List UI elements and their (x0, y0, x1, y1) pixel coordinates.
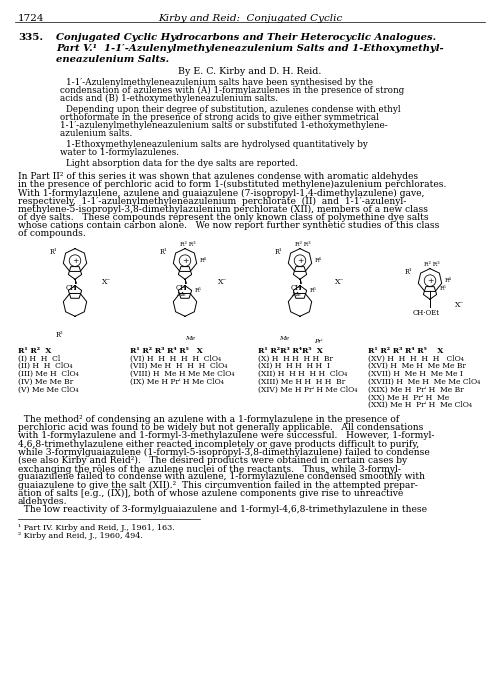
Text: Kirby and Reid:  Conjugated Cyclic: Kirby and Reid: Conjugated Cyclic (158, 14, 342, 23)
Text: ² Kirby and Reid, J., 1960, 494.: ² Kirby and Reid, J., 1960, 494. (18, 532, 143, 540)
Text: (XXI) Me H  Prⁱ H  Me ClO₄: (XXI) Me H Prⁱ H Me ClO₄ (368, 401, 472, 409)
Text: (X) H  H H  H H  Br: (X) H H H H H Br (258, 354, 333, 363)
Text: Light absorption data for the dye salts are reported.: Light absorption data for the dye salts … (66, 159, 298, 168)
Text: azulenium salts.: azulenium salts. (60, 129, 132, 138)
Text: perchloric acid was found to be widely but not generally applicable.   All conde: perchloric acid was found to be widely b… (18, 423, 424, 433)
Text: Me: Me (185, 336, 195, 341)
Text: (XVI) H  Me H  Me Me Br: (XVI) H Me H Me Me Br (368, 362, 466, 370)
Text: respectively,  1-1′-azulenylmethyleneazulenium  perchlorate  (II)  and  1-1′-azu: respectively, 1-1′-azulenylmethyleneazul… (18, 197, 406, 206)
Text: condensation of azulenes with (A) 1-formylazulenes in the presence of strong: condensation of azulenes with (A) 1-form… (60, 86, 404, 95)
Text: R² R³: R² R³ (424, 261, 440, 267)
Text: of dye salts.   These compounds represent the only known class of polymethine dy: of dye salts. These compounds represent … (18, 213, 428, 222)
Text: R¹ R² R³ R⁴ R⁵    X: R¹ R² R³ R⁴ R⁵ X (368, 346, 444, 354)
Text: eneazulenium Salts.: eneazulenium Salts. (56, 55, 169, 64)
Text: orthoformate in the presence of strong acids to give either symmetrical: orthoformate in the presence of strong a… (60, 113, 379, 122)
Text: while 3-formylguaiazulene (1-formyl-5-isopropyl-3,8-dimethylazulene) failed to c: while 3-formylguaiazulene (1-formyl-5-is… (18, 447, 430, 457)
Text: CH: CH (66, 285, 76, 292)
Text: R⁴: R⁴ (315, 258, 322, 263)
Text: aldehydes.: aldehydes. (18, 497, 68, 506)
Text: R¹ R² R³ R⁴ R⁵   X: R¹ R² R³ R⁴ R⁵ X (130, 346, 202, 354)
Text: (XV) H  H  H  H  H   ClO₄: (XV) H H H H H ClO₄ (368, 354, 464, 363)
Text: ¹ Part IV. Kirby and Reid, J., 1961, 163.: ¹ Part IV. Kirby and Reid, J., 1961, 163… (18, 524, 175, 532)
Text: R⁵: R⁵ (310, 289, 316, 293)
Text: Part V.¹  1-1′-Azulenylmethyleneazulenium Salts and 1-Ethoxymethyl-: Part V.¹ 1-1′-Azulenylmethyleneazulenium… (56, 44, 444, 53)
Text: (VII) Me H  H  H  H  ClO₄: (VII) Me H H H H ClO₄ (130, 362, 228, 370)
Text: With 1-formylazulene, azulene and guaiazulene (7-isopropyl-1,4-dimethylazulene) : With 1-formylazulene, azulene and guaiaz… (18, 188, 424, 198)
Text: with 1-formylazulene and 1-formyl-3-methylazulene were successful.   However, 1-: with 1-formylazulene and 1-formyl-3-meth… (18, 431, 434, 441)
Text: acids and (B) 1-ethoxymethyleneazulenium salts.: acids and (B) 1-ethoxymethyleneazulenium… (60, 94, 278, 103)
Text: R²: R² (55, 331, 63, 339)
Text: water to 1-formylazulenes.: water to 1-formylazulenes. (60, 148, 179, 157)
Text: X⁻: X⁻ (336, 278, 344, 287)
Text: (XX) Me H  Prⁱ H  Me: (XX) Me H Prⁱ H Me (368, 393, 449, 401)
Text: (XII) H  H H  H H  ClO₄: (XII) H H H H H ClO₄ (258, 370, 347, 378)
Text: +: + (182, 257, 188, 265)
Text: 1724: 1724 (18, 14, 44, 23)
Text: X⁻: X⁻ (102, 278, 112, 287)
Text: Prⁱ: Prⁱ (314, 339, 322, 344)
Text: R¹: R¹ (404, 268, 412, 276)
Text: R¹: R¹ (159, 249, 167, 256)
Text: (XI) H  H H  H H  I: (XI) H H H H H I (258, 362, 330, 370)
Text: (XVIII) H  Me H  Me Me ClO₄: (XVIII) H Me H Me Me ClO₄ (368, 378, 480, 386)
Text: R⁴: R⁴ (200, 258, 207, 263)
Text: methylene-5-isopropyl-3,8-dimethylazulenium perchlorate (XII), members of a new : methylene-5-isopropyl-3,8-dimethylazulen… (18, 205, 428, 214)
Text: R¹ R²  X: R¹ R² X (18, 346, 52, 354)
Text: (IX) Me H Prⁱ H Me ClO₄: (IX) Me H Prⁱ H Me ClO₄ (130, 378, 224, 386)
Text: Me: Me (176, 292, 186, 297)
Text: of compounds.: of compounds. (18, 230, 86, 238)
Text: The method² of condensing an azulene with a 1-formylazulene in the presence of: The method² of condensing an azulene wit… (18, 415, 399, 424)
Text: (I) H  H  Cl: (I) H H Cl (18, 354, 60, 363)
Text: +: + (72, 257, 78, 265)
Text: R⁵: R⁵ (440, 287, 447, 291)
Text: ation of salts [e.g., (IX)], both of whose azulene components give rise to unrea: ation of salts [e.g., (IX)], both of who… (18, 489, 403, 498)
Text: R⁵: R⁵ (194, 289, 202, 293)
Text: 4,6,8-trimethylazulene either reacted incompletely or gave products difficult to: 4,6,8-trimethylazulene either reacted in… (18, 439, 419, 449)
Text: in the presence of perchloric acid to form 1-(substituted methylene)azulenium pe: in the presence of perchloric acid to fo… (18, 180, 446, 189)
Text: (IV) Me Me Br: (IV) Me Me Br (18, 378, 73, 386)
Text: +: + (427, 276, 433, 285)
Text: (VI) H  H  H  H  H  ClO₄: (VI) H H H H H ClO₄ (130, 354, 221, 363)
Text: +: + (297, 257, 303, 265)
Text: (II) H  H  ClO₄: (II) H H ClO₄ (18, 362, 72, 370)
Text: R¹ R²R³ R⁴R⁵  X: R¹ R²R³ R⁴R⁵ X (258, 346, 323, 354)
Text: guaiazulene to give the salt (XII).²  This circumvention failed in the attempted: guaiazulene to give the salt (XII).² Thi… (18, 481, 418, 490)
Text: 335.: 335. (18, 33, 43, 42)
Text: X⁻: X⁻ (218, 278, 228, 287)
Text: Depending upon their degree of substitution, azulenes condense with ethyl: Depending upon their degree of substitut… (66, 105, 400, 114)
Text: R¹: R¹ (49, 249, 57, 256)
Text: (III) Me H  ClO₄: (III) Me H ClO₄ (18, 370, 79, 378)
Text: 1-Ethoxymethyleneazulenium salts are hydrolysed quantitatively by: 1-Ethoxymethyleneazulenium salts are hyd… (66, 140, 368, 149)
Text: CH: CH (176, 285, 186, 292)
Text: R² R³: R² R³ (180, 242, 196, 246)
Text: The low reactivity of 3-formylguaiazulene and 1-formyl-4,6,8-trimethylazulene in: The low reactivity of 3-formylguaiazulen… (18, 505, 427, 514)
Text: Me: Me (279, 336, 289, 341)
Text: 1-1′-azulenylmethyleneazulenium salts or substituted 1-ethoxymethylene-: 1-1′-azulenylmethyleneazulenium salts or… (60, 121, 388, 130)
Text: (XIV) Me H Prⁱ H Me ClO₄: (XIV) Me H Prⁱ H Me ClO₄ (258, 386, 358, 394)
Text: R⁴: R⁴ (445, 278, 452, 283)
Text: By E. C. Kirby and D. H. Reid.: By E. C. Kirby and D. H. Reid. (178, 67, 322, 76)
Text: Conjugated Cyclic Hydrocarbons and Their Heterocyclic Analogues.: Conjugated Cyclic Hydrocarbons and Their… (56, 33, 436, 42)
Text: 1-1′-Azulenylmethyleneazulenium salts have been synthesised by the: 1-1′-Azulenylmethyleneazulenium salts ha… (66, 78, 373, 87)
Text: exchanging the rôles of the azulene nuclei of the reactants.   Thus, while 3-for: exchanging the rôles of the azulene nucl… (18, 464, 401, 474)
Text: (XVII) H  Me H  Me Me I: (XVII) H Me H Me Me I (368, 370, 463, 378)
Text: (VIII) H  Me H Me Me ClO₄: (VIII) H Me H Me Me ClO₄ (130, 370, 234, 378)
Text: (V) Me Me ClO₄: (V) Me Me ClO₄ (18, 386, 78, 394)
Text: X⁻: X⁻ (456, 301, 464, 309)
Text: (see also Kirby and Reid²).   The desired products were obtained in certain case: (see also Kirby and Reid²). The desired … (18, 456, 407, 465)
Text: whose cations contain carbon alone.   We now report further synthetic studies of: whose cations contain carbon alone. We n… (18, 221, 440, 230)
Text: guaiazulene failed to condense with azulene, 1-formylazulene condensed smoothly : guaiazulene failed to condense with azul… (18, 473, 425, 481)
Text: (XIX) Me H  Prⁱ H  Me Br: (XIX) Me H Prⁱ H Me Br (368, 386, 464, 394)
Text: R¹: R¹ (274, 249, 282, 256)
Text: In Part II² of this series it was shown that azulenes condense with aromatic ald: In Part II² of this series it was shown … (18, 172, 418, 181)
Text: (XIII) Me H H  H H  Br: (XIII) Me H H H H Br (258, 378, 345, 386)
Text: Me: Me (291, 292, 301, 297)
Text: CH·OEt: CH·OEt (412, 309, 440, 317)
Text: R² R³: R² R³ (295, 242, 311, 246)
Text: CH: CH (290, 285, 302, 292)
